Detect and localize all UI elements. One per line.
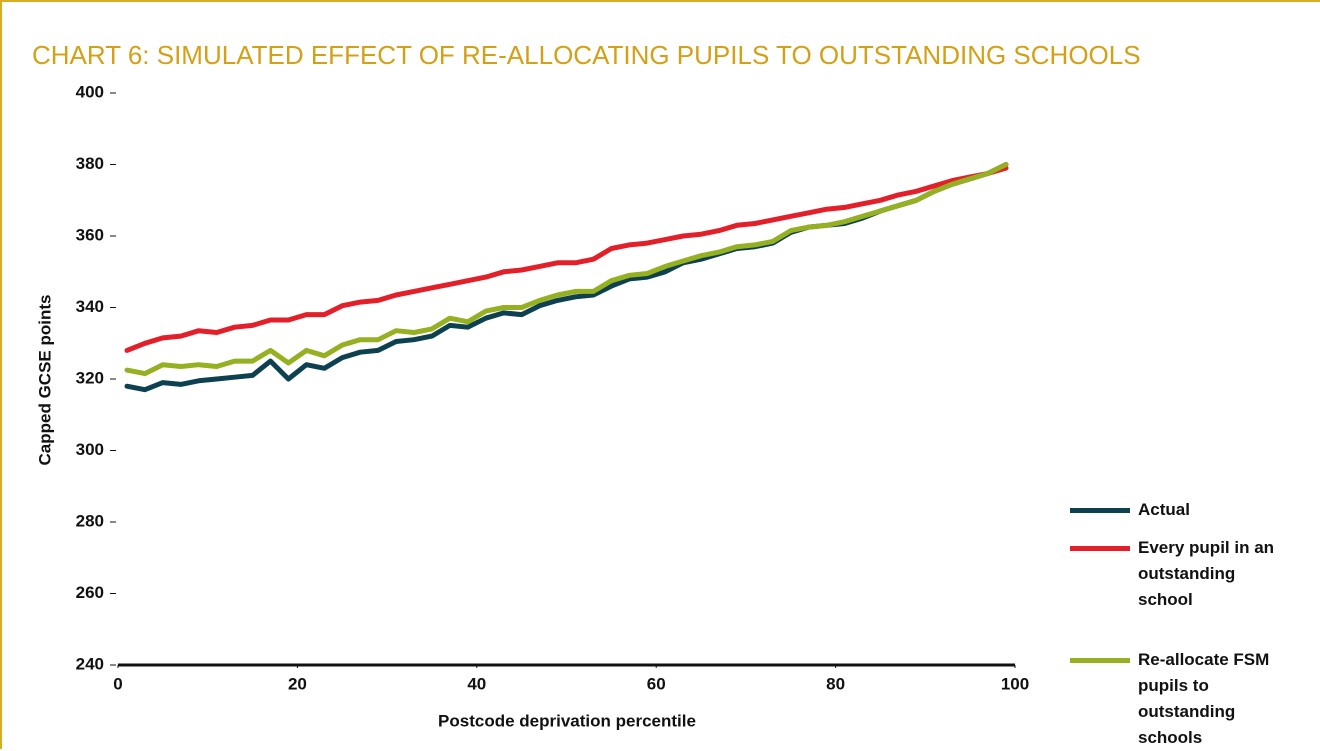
legend-label: Actual [1138,500,1190,519]
x-tick-label: 20 [288,674,307,693]
x-tick-label: 0 [113,674,122,693]
y-tick-label: 340 [76,297,104,316]
y-tick-label: 320 [76,368,104,387]
legend-label: Re-allocate FSM pupils to outstanding sc… [1138,650,1270,747]
y-tick-label: 380 [76,154,104,173]
y-axis-label: Capped GCSE points [35,295,54,466]
y-tick-label: 400 [76,82,104,101]
legend-swatch [1070,508,1130,513]
y-tick-label: 280 [76,511,104,530]
y-tick-label: 260 [76,583,104,602]
x-tick-label: 100 [1001,674,1029,693]
y-tick-label: 300 [76,440,104,459]
x-tick-label: 40 [467,674,486,693]
chart-title: CHART 6: SIMULATED EFFECT OF RE-ALLOCATI… [32,40,1141,70]
series-line [124,165,1009,353]
x-axis-label: Postcode deprivation percentile [438,711,696,730]
legend-swatch [1070,658,1130,663]
x-tick-label: 80 [826,674,845,693]
y-tick-label: 240 [76,654,104,673]
series-line [124,162,1009,377]
x-tick-label: 60 [647,674,666,693]
y-tick-label: 360 [76,225,104,244]
legend-swatch [1070,546,1130,551]
legend-label: Every pupil in an outstanding school [1138,538,1275,609]
